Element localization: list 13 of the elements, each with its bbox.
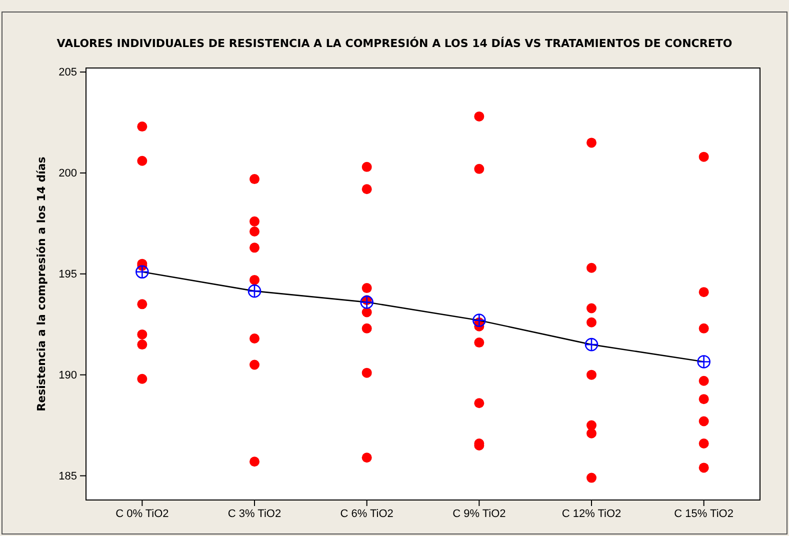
- x-tick-label: C 6% TiO2: [340, 508, 394, 520]
- x-tick-label: C 9% TiO2: [452, 508, 506, 520]
- y-tick-label: 200: [58, 167, 77, 180]
- y-tick-label: 205: [58, 66, 77, 79]
- y-tick-label: 195: [58, 268, 77, 280]
- y-axis-title: Resistencia a la compresión a los 14 días: [35, 156, 48, 412]
- y-tick-label: 185: [58, 470, 77, 482]
- x-tick-label: C 0% TiO2: [116, 508, 169, 520]
- x-tick-label: C 12% TiO2: [562, 508, 622, 520]
- chart-title: VALORES INDIVIDUALES DE RESISTENCIA A LA COMPRESIÓN A LOS 14 DÍAS VS TRATAMIENTOS DE CONCRETO: [56, 36, 732, 50]
- x-tick-label: C 15% TiO2: [674, 508, 734, 520]
- x-tick-label: C 3% TiO2: [228, 508, 282, 520]
- y-tick-label: 190: [58, 369, 77, 382]
